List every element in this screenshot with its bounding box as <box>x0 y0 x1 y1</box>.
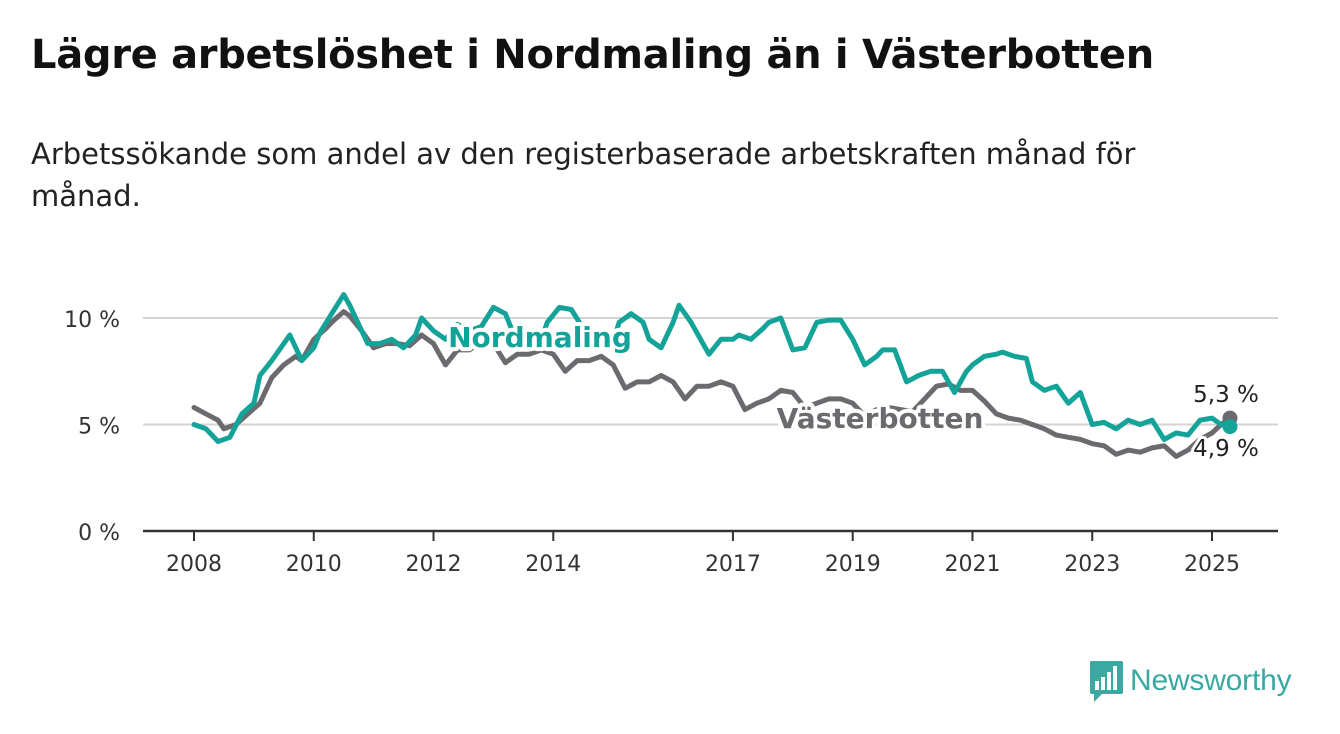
y-axis: 0 % 5 % 10 % <box>64 308 120 546</box>
x-axis: 2008 2010 2012 2014 2017 2019 2021 2023 2025 <box>143 529 1278 577</box>
series-line-nordmaling <box>191 292 1233 444</box>
series-labels: Västerbotten Nordmaling 5,3 % 4,9 % <box>444 317 1262 465</box>
y-tick-label: 0 % <box>78 521 120 546</box>
grid-lines <box>143 317 1278 426</box>
x-tick-label: 2019 <box>825 552 881 577</box>
series-line-västerbotten <box>191 309 1233 459</box>
x-tick-label: 2008 <box>166 552 222 577</box>
x-tick-label: 2025 <box>1184 552 1240 577</box>
chart-title: Lägre arbetslöshet i Nordmaling än i Väs… <box>31 32 1154 78</box>
brand-name: Newsworthy <box>1130 664 1292 697</box>
series-label: Nordmaling <box>448 321 632 354</box>
y-tick-label: 10 % <box>64 308 120 333</box>
y-tick-label: 5 % <box>78 415 120 440</box>
series-label: Västerbotten <box>777 402 984 435</box>
x-tick-label: 2010 <box>286 552 342 577</box>
bar-chart-speech-icon <box>1090 661 1123 702</box>
end-value-label: 5,3 % <box>1193 382 1259 408</box>
newsworthy-logo[interactable]: Newsworthy <box>1089 659 1292 703</box>
x-tick-label: 2017 <box>705 552 761 577</box>
series-lines <box>191 292 1238 459</box>
x-tick-label: 2023 <box>1064 552 1120 577</box>
chart-subtitle: Arbetssökande som andel av den registerb… <box>31 137 1136 213</box>
x-tick-label: 2014 <box>525 552 581 577</box>
series-end-point <box>1222 419 1238 435</box>
end-value-label: 4,9 % <box>1193 436 1259 462</box>
x-tick-label: 2012 <box>406 552 462 577</box>
x-tick-label: 2021 <box>944 552 1000 577</box>
